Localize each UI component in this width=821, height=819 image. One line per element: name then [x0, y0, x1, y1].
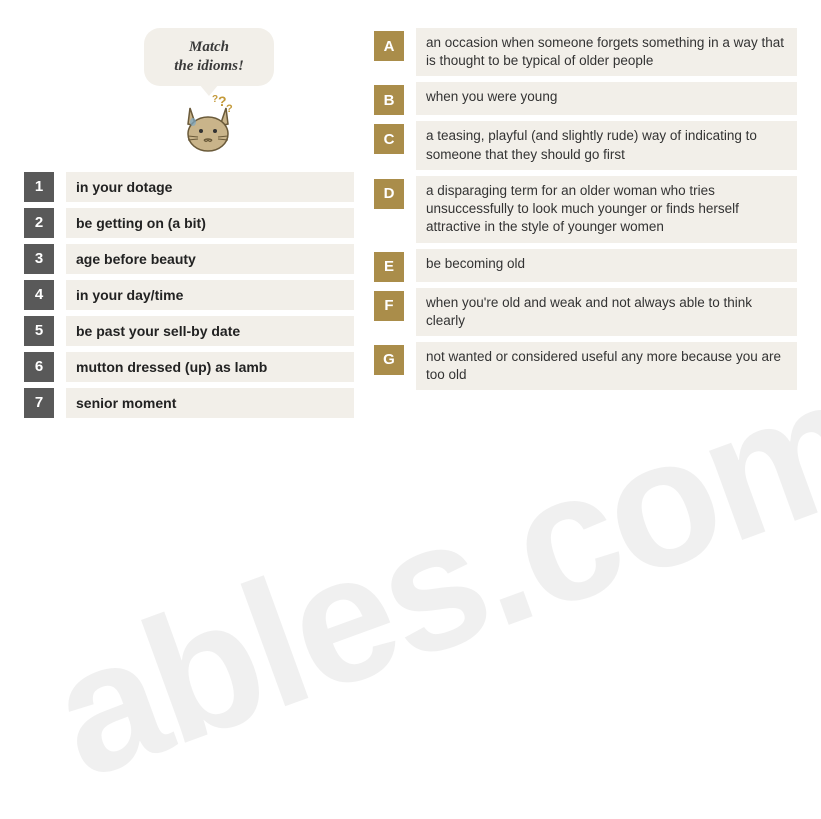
- idiom-row: 3 age before beauty: [24, 244, 354, 274]
- idiom-number: 4: [24, 280, 54, 310]
- definition-text: an occasion when someone forgets somethi…: [416, 28, 797, 76]
- definition-row: Gnot wanted or considered useful any mor…: [374, 342, 797, 390]
- idiom-number: 7: [24, 388, 54, 418]
- idiom-row: 5 be past your sell-by date: [24, 316, 354, 346]
- definition-row: Bwhen you were young: [374, 82, 797, 115]
- worksheet-container: Match the idioms! ? ? ?: [0, 0, 821, 452]
- definition-text: when you were young: [416, 82, 797, 115]
- idiom-number: 3: [24, 244, 54, 274]
- idiom-text: age before beauty: [66, 244, 354, 274]
- definition-letter: A: [374, 31, 404, 61]
- idiom-row: 7 senior moment: [24, 388, 354, 418]
- bubble-title-line2: the idioms!: [160, 57, 258, 76]
- idiom-number: 5: [24, 316, 54, 346]
- definition-letter: C: [374, 124, 404, 154]
- definition-text: be becoming old: [416, 249, 797, 282]
- cat-icon: ? ? ?: [176, 94, 240, 158]
- idiom-text: be getting on (a bit): [66, 208, 354, 238]
- idiom-row: 4 in your day/time: [24, 280, 354, 310]
- right-column: Aan occasion when someone forgets someth…: [374, 28, 797, 424]
- definition-letter: D: [374, 179, 404, 209]
- idiom-row: 2 be getting on (a bit): [24, 208, 354, 238]
- definition-row: Fwhen you're old and weak and not always…: [374, 288, 797, 336]
- idiom-text: mutton dressed (up) as lamb: [66, 352, 354, 382]
- definition-letter: E: [374, 252, 404, 282]
- definition-text: a teasing, playful (and slightly rude) w…: [416, 121, 797, 169]
- idioms-list: 1 in your dotage 2 be getting on (a bit) 3 ag…: [24, 172, 354, 418]
- bubble-title-line1: Match: [160, 38, 258, 57]
- idiom-number: 1: [24, 172, 54, 202]
- definition-text: a disparaging term for an older woman wh…: [416, 176, 797, 243]
- idiom-row: 6 mutton dressed (up) as lamb: [24, 352, 354, 382]
- definition-text: when you're old and weak and not always …: [416, 288, 797, 336]
- idiom-text: in your day/time: [66, 280, 354, 310]
- speech-bubble-wrap: Match the idioms!: [144, 28, 354, 86]
- idiom-row: 1 in your dotage: [24, 172, 354, 202]
- definition-row: Da disparaging term for an older woman w…: [374, 176, 797, 243]
- definition-row: Ebe becoming old: [374, 249, 797, 282]
- definition-letter: G: [374, 345, 404, 375]
- svg-text:?: ?: [226, 103, 233, 115]
- definition-row: Ca teasing, playful (and slightly rude) …: [374, 121, 797, 169]
- definition-letter: F: [374, 291, 404, 321]
- idiom-text: be past your sell-by date: [66, 316, 354, 346]
- speech-bubble: Match the idioms!: [144, 28, 274, 86]
- definition-letter: B: [374, 85, 404, 115]
- idiom-text: senior moment: [66, 388, 354, 418]
- idiom-number: 2: [24, 208, 54, 238]
- left-column: Match the idioms! ? ? ?: [24, 28, 354, 424]
- definition-text: not wanted or considered useful any more…: [416, 342, 797, 390]
- definitions-list: Aan occasion when someone forgets someth…: [374, 28, 797, 390]
- idiom-text: in your dotage: [66, 172, 354, 202]
- definition-row: Aan occasion when someone forgets someth…: [374, 28, 797, 76]
- idiom-number: 6: [24, 352, 54, 382]
